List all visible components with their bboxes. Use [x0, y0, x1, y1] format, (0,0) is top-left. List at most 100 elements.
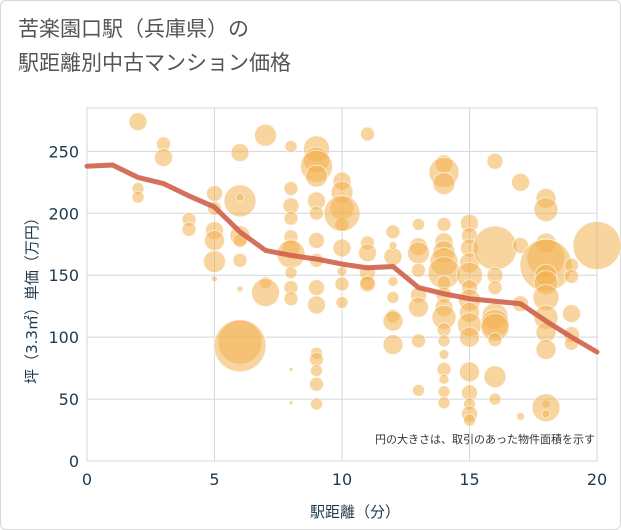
data-bubble	[213, 319, 267, 373]
x-tick-label: 0	[82, 470, 92, 489]
data-bubble	[531, 393, 561, 423]
data-bubble	[438, 348, 450, 360]
data-bubble	[305, 164, 328, 188]
data-bubble	[181, 221, 197, 237]
data-bubble	[387, 275, 399, 287]
data-bubble	[360, 126, 375, 142]
data-bubble	[332, 238, 352, 258]
data-bubble	[411, 333, 426, 349]
trend-line	[84, 162, 600, 355]
data-bubble	[383, 247, 403, 267]
data-bubble	[128, 112, 148, 132]
data-bubble	[336, 265, 348, 277]
data-bubble	[412, 217, 425, 231]
data-bubble	[309, 376, 324, 392]
data-bubble	[572, 220, 621, 270]
average-price-line	[84, 162, 600, 355]
data-bubble	[323, 194, 361, 232]
bubble-size-note: 円の大きさは、取引のあった物件面積を示す	[375, 432, 595, 446]
data-bubble	[283, 210, 299, 226]
bubbles	[128, 112, 621, 427]
x-tick-label: 20	[587, 470, 607, 489]
data-bubble	[408, 296, 429, 318]
data-bubble	[358, 243, 377, 263]
data-bubble	[334, 276, 350, 292]
grid	[86, 107, 598, 462]
data-bubble	[388, 240, 398, 250]
data-bubble	[407, 241, 430, 265]
data-bubble	[131, 190, 145, 204]
x-tick-label: 5	[209, 470, 219, 489]
y-tick-label: 150	[48, 266, 79, 285]
y-tick-label: 50	[59, 390, 79, 409]
data-bubble	[516, 411, 525, 421]
data-bubble	[385, 224, 401, 240]
data-bubble	[310, 364, 323, 378]
data-bubble	[562, 304, 581, 324]
data-bubble	[412, 383, 425, 397]
data-bubble	[411, 262, 426, 278]
data-bubble	[235, 192, 245, 202]
data-bubble	[154, 148, 173, 168]
data-bubble	[232, 252, 248, 268]
data-bubble	[438, 373, 450, 385]
data-bubble	[386, 291, 400, 305]
data-bubble	[211, 275, 218, 283]
data-bubble	[382, 334, 404, 356]
y-axis-label: 坪（3.3㎡）単価（万円）	[23, 210, 41, 384]
data-bubble	[308, 279, 325, 297]
data-bubble	[251, 278, 280, 308]
x-tick-label: 10	[332, 470, 352, 489]
data-bubble	[307, 295, 326, 315]
data-bubble	[533, 197, 559, 223]
x-tick-label: 15	[459, 470, 479, 489]
data-bubble	[472, 225, 518, 271]
data-bubble	[335, 295, 349, 309]
data-bubble	[288, 366, 294, 372]
data-bubble	[284, 139, 298, 153]
chart-title: 苦楽園口駅（兵庫県）の 駅距離別中古マンション価格	[18, 12, 578, 80]
y-tick-label: 100	[48, 328, 79, 347]
data-bubble	[308, 232, 325, 250]
data-bubble	[436, 216, 452, 232]
y-tick-label: 0	[69, 452, 79, 471]
data-bubble	[382, 310, 404, 332]
data-bubble	[236, 285, 244, 293]
data-bubble	[254, 123, 277, 147]
data-bubble	[437, 334, 451, 348]
data-bubble	[283, 291, 299, 307]
data-bubble	[310, 397, 323, 411]
data-bubble	[432, 172, 456, 196]
data-bubble	[206, 184, 223, 202]
data-bubble	[284, 266, 298, 280]
title-line-2: 駅距離別中古マンション価格	[18, 51, 291, 75]
y-tick-label: 250	[48, 142, 79, 161]
data-bubble	[283, 181, 299, 197]
data-bubble	[564, 268, 579, 284]
x-axis-label: 駅距離（分）	[310, 503, 400, 521]
title-line-1: 苦楽園口駅（兵庫県）の	[18, 17, 249, 41]
data-bubble	[487, 280, 503, 296]
data-bubble	[486, 152, 504, 170]
data-bubble	[459, 361, 480, 383]
data-bubble	[459, 326, 480, 348]
data-bubble	[535, 339, 557, 361]
data-bubble	[511, 172, 530, 192]
data-bubble	[541, 409, 551, 419]
data-bubble	[463, 413, 476, 427]
data-bubble	[203, 250, 226, 274]
y-tick-label: 200	[48, 204, 79, 223]
data-bubble	[309, 205, 324, 221]
data-bubble	[230, 143, 250, 163]
data-bubble	[437, 385, 451, 399]
data-bubble	[488, 392, 502, 406]
data-bubble	[359, 275, 376, 293]
data-bubble	[437, 396, 451, 410]
data-bubble	[483, 365, 507, 389]
data-bubble	[487, 332, 503, 348]
data-bubble	[204, 230, 225, 252]
data-bubble	[288, 400, 294, 406]
